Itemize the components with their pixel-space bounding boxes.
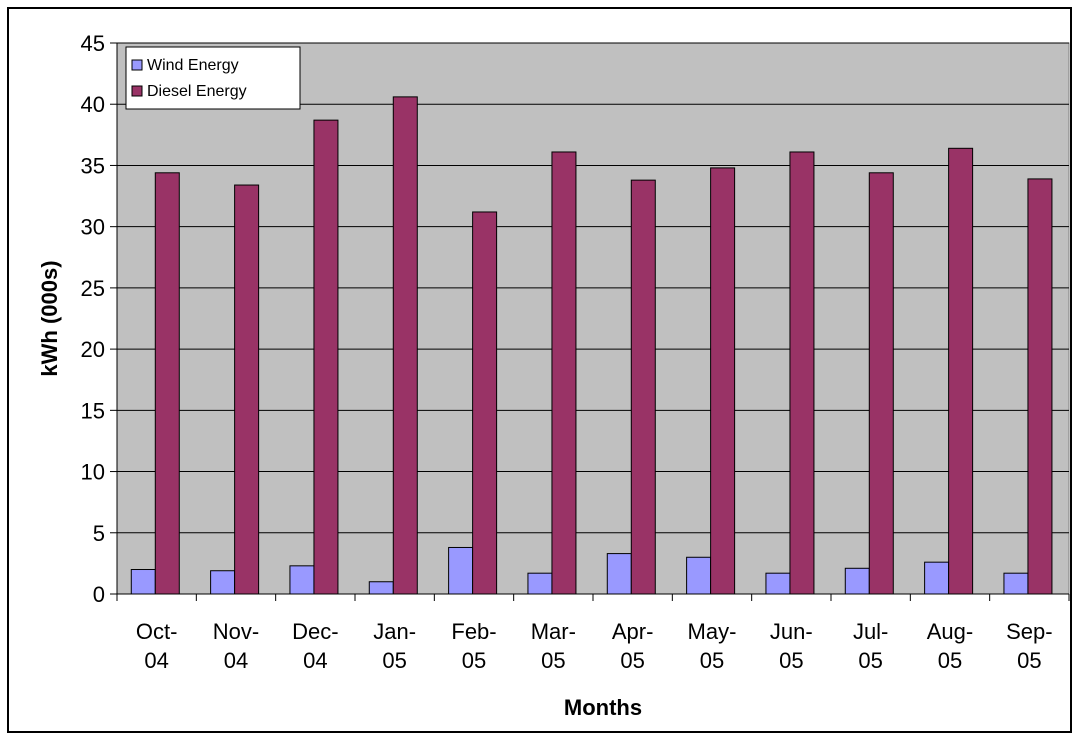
x-tick-label: 04 xyxy=(144,648,168,673)
x-tick-label: Jun- xyxy=(770,619,813,644)
x-tick-label: 04 xyxy=(224,648,248,673)
x-tick-label: Sep- xyxy=(1006,619,1052,644)
y-tick-label: 35 xyxy=(81,153,105,178)
y-tick-label: 45 xyxy=(81,31,105,56)
bar-diesel-energy xyxy=(551,151,577,595)
bar-wind-energy xyxy=(606,553,632,595)
plot-area xyxy=(116,42,1070,595)
bar-wind-energy xyxy=(527,572,553,595)
bar-diesel-energy xyxy=(630,179,656,595)
x-tick-label: May- xyxy=(688,619,737,644)
bar-wind-energy xyxy=(1003,572,1029,595)
y-axis-title: kWh (000s) xyxy=(37,260,62,376)
bar-wind-energy xyxy=(844,567,870,595)
legend-swatch xyxy=(131,85,143,97)
bar-diesel-energy xyxy=(789,151,815,595)
y-tick-labels: 0 5 10 15 20 25 30 35 40 45 xyxy=(81,31,105,607)
y-tick-label: 15 xyxy=(81,398,105,423)
x-tick-label: Jul- xyxy=(853,619,888,644)
x-tick-label: 05 xyxy=(1017,648,1041,673)
bar-wind-energy xyxy=(289,565,315,595)
legend-box xyxy=(125,46,301,110)
bars xyxy=(130,96,1053,595)
x-tick-label: Mar- xyxy=(531,619,576,644)
bar-diesel-energy xyxy=(948,147,974,595)
bar-wind-energy xyxy=(686,556,712,595)
x-tick-label: Oct- xyxy=(136,619,178,644)
x-tick-label: 04 xyxy=(303,648,327,673)
y-tick-label: 10 xyxy=(81,460,105,485)
x-tick-label: Apr- xyxy=(612,619,654,644)
x-axis-title: Months xyxy=(564,695,642,720)
x-tick-label: 05 xyxy=(541,648,565,673)
x-tick-label: 05 xyxy=(700,648,724,673)
x-tick-label: 05 xyxy=(462,648,486,673)
bar-diesel-energy xyxy=(392,96,418,595)
x-tick-label: 05 xyxy=(620,648,644,673)
chart-frame: 0 5 10 15 20 25 30 35 40 45 Oct- 04 Nov- 04 Dec- 04 Jan… xyxy=(7,7,1072,733)
x-tick-label: Jan- xyxy=(373,619,416,644)
bar-diesel-energy xyxy=(710,167,736,595)
legend-label: Diesel Energy xyxy=(147,83,247,100)
y-tick-label: 5 xyxy=(93,521,105,546)
y-tick-label: 25 xyxy=(81,276,105,301)
y-tick-label: 0 xyxy=(93,582,105,607)
x-tick-label: 05 xyxy=(779,648,803,673)
x-tick-label: Nov- xyxy=(213,619,259,644)
x-tick-labels: Oct- 04 Nov- 04 Dec- 04 Jan- 05 Feb- 05 Mar- 05 Apr-… xyxy=(136,619,1053,673)
bar-diesel-energy xyxy=(154,172,180,595)
bar-diesel-energy xyxy=(1027,178,1053,595)
bar-wind-energy xyxy=(448,546,474,595)
legend: Wind Energy Diesel Energy xyxy=(125,46,301,110)
x-tick-label: Dec- xyxy=(292,619,338,644)
x-tick-label: 05 xyxy=(858,648,882,673)
y-tick-label: 30 xyxy=(81,215,105,240)
bar-wind-energy xyxy=(924,561,950,595)
axes xyxy=(110,42,1070,601)
y-tick-label: 40 xyxy=(81,92,105,117)
bar-wind-energy xyxy=(130,569,156,595)
y-tick-label: 20 xyxy=(81,337,105,362)
bar-diesel-energy xyxy=(234,184,260,595)
x-tick-label: Aug- xyxy=(927,619,973,644)
x-tick-label: Feb- xyxy=(451,619,496,644)
bar-wind-energy xyxy=(368,581,394,595)
x-tick-label: 05 xyxy=(382,648,406,673)
x-tick-label: 05 xyxy=(938,648,962,673)
bar-diesel-energy xyxy=(868,172,894,595)
bar-wind-energy xyxy=(765,572,791,595)
legend-swatch xyxy=(131,59,143,71)
bar-diesel-energy xyxy=(472,211,498,595)
bar-wind-energy xyxy=(210,570,236,595)
gridlines xyxy=(117,42,1069,534)
legend-label: Wind Energy xyxy=(147,57,239,74)
bar-diesel-energy xyxy=(313,119,339,595)
